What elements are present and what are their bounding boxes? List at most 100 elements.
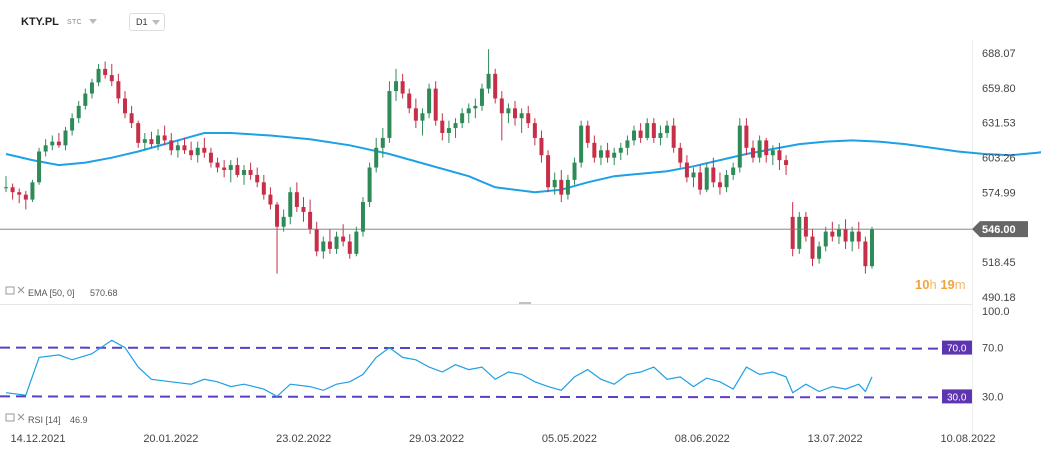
candle-body [830,231,835,237]
rsi-level-tag [942,340,972,355]
candle-body [70,118,75,131]
candle-body [764,140,769,156]
candle [394,68,399,101]
candle [446,120,451,143]
candle-body [50,141,55,146]
candle-body [618,147,623,153]
candle [764,137,769,163]
candle-body [334,236,339,249]
candle-body [241,169,246,175]
rsi-tick-label: 30.0 [982,391,1003,403]
candle-body [797,216,802,249]
candle [400,73,405,99]
current-price-tag [972,221,1028,238]
candle-body [122,98,127,114]
rsi-close-icon[interactable] [17,413,25,421]
candle-body [169,140,174,151]
candle-body [327,241,332,249]
candle [275,202,280,274]
candle-body [671,125,676,148]
candle-body [850,231,855,242]
candle [70,113,75,136]
candle-body [96,68,101,83]
candle [539,130,544,163]
candle-body [433,88,438,121]
timeframe-label: D1 [136,17,148,27]
time-tick-label: 29.03.2022 [409,433,464,445]
time-tick-label: 23.02.2022 [276,433,331,445]
candle-body [803,216,808,237]
candle-body [56,141,61,146]
candle-body [751,147,756,158]
rsi-level-tag [942,389,972,404]
candle-body [294,192,299,207]
candle-body [493,73,498,99]
candle [691,167,696,188]
candle [506,103,511,124]
candle [605,142,610,163]
candle-body [162,135,167,141]
candle [711,157,716,188]
candle [89,78,94,99]
candle-body [248,169,253,175]
candle-body [552,179,557,188]
rsi-settings-icon[interactable] [5,413,15,422]
candle-body [777,150,782,161]
candle [678,142,683,168]
chart-toolbar: KTY.PL STC D1 [0,0,1041,40]
candle [770,145,775,166]
ema-legend-value: 570.68 [90,288,118,298]
candle-body [698,172,703,190]
candle-body [473,105,478,109]
candle-body [354,231,359,254]
candle [856,221,861,249]
candle [407,88,412,114]
candle-body [724,174,729,188]
ema-settings-icon[interactable] [5,286,15,295]
candle-body [255,174,260,183]
candle-body [76,105,81,119]
rsi-level-line [0,395,941,399]
current-price-label: 546.00 [982,224,1016,236]
symbol-label[interactable]: KTY.PL [21,16,59,28]
candle-body [466,108,471,114]
candle [671,118,676,153]
candle [651,118,656,143]
candle [182,137,187,154]
candle [836,224,841,244]
candle-body [374,147,379,168]
timeframe-select[interactable]: D1 [129,13,165,31]
candle-body [215,162,220,168]
candle [189,141,194,161]
timeframe-chevron-icon [152,20,160,25]
candle [731,162,736,180]
candle-body [770,150,775,156]
rsi-level-label: 30.0 [947,392,967,403]
candle-body [731,167,736,175]
candle [10,183,15,200]
candle-body [301,206,306,212]
candle [658,125,663,146]
candle [870,226,874,269]
candle [440,113,445,141]
time-axis[interactable]: 14.12.2021 20.01.2022 23.02.2022 29.03.2022… [10,433,995,445]
candle [638,123,643,143]
candle [294,182,299,212]
candle-body [506,108,511,114]
candle [460,108,465,129]
price-axis[interactable]: 688.07 659.80 631.53 603.26 574.99 518.45 490.… [982,48,1016,304]
candle [56,132,61,148]
candle-body [638,130,643,138]
ema-close-icon[interactable] [17,286,25,294]
candle-countdown: 10h 19m [915,277,966,292]
candle [156,129,161,151]
price-tick-label: 631.53 [982,118,1016,130]
symbol-dropdown-chevron-icon[interactable] [89,19,97,24]
candle [281,209,286,232]
candle-body [513,108,518,119]
current-price-line: 546.00 [0,221,1028,238]
candle [532,118,537,146]
price-tick-label: 688.07 [982,48,1016,60]
candle-body [744,125,749,148]
